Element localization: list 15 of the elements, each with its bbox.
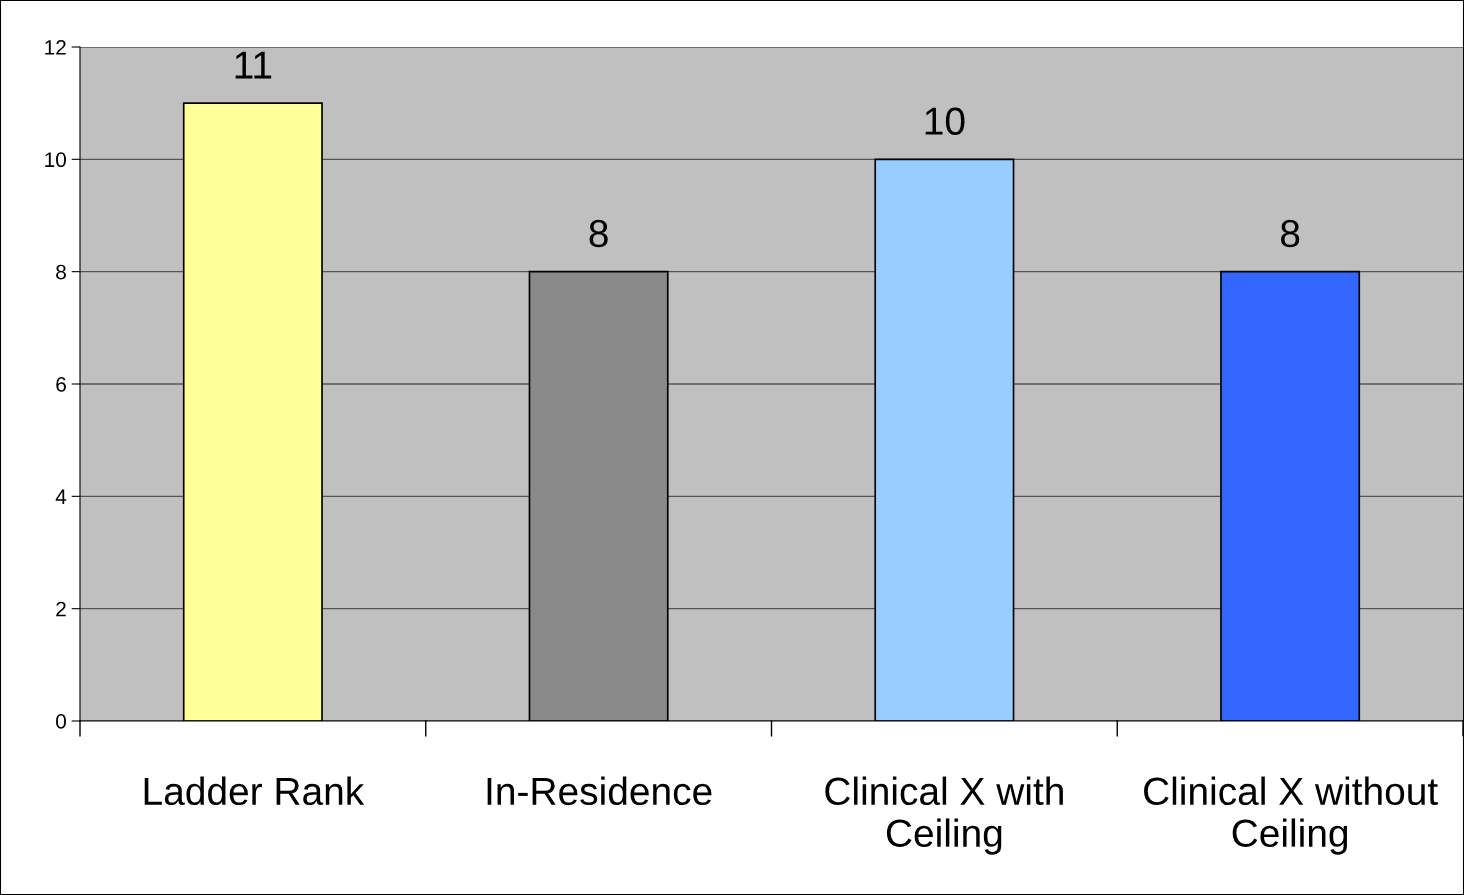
data-label: 8 <box>589 219 608 248</box>
y-tick-label: 0 <box>56 714 66 729</box>
data-label: 11 <box>235 51 272 79</box>
data-label: 10 <box>925 107 965 135</box>
y-tick-label: 8 <box>56 264 66 280</box>
y-tick-label: 10 <box>45 152 66 168</box>
x-tick-label: Clinical X without Ceiling <box>1144 776 1438 855</box>
data-label: 8 <box>1281 219 1300 248</box>
y-tick-label: 12 <box>45 40 66 55</box>
y-tick-label: 4 <box>55 489 67 504</box>
x-tick-label: Clinical X with Ceiling <box>825 776 1063 855</box>
y-tick-label: 6 <box>56 377 66 392</box>
x-tick-label: In-Residence <box>487 776 712 806</box>
x-tick-label: Ladder Rank <box>144 776 365 806</box>
y-tick-label: 2 <box>56 601 66 617</box>
